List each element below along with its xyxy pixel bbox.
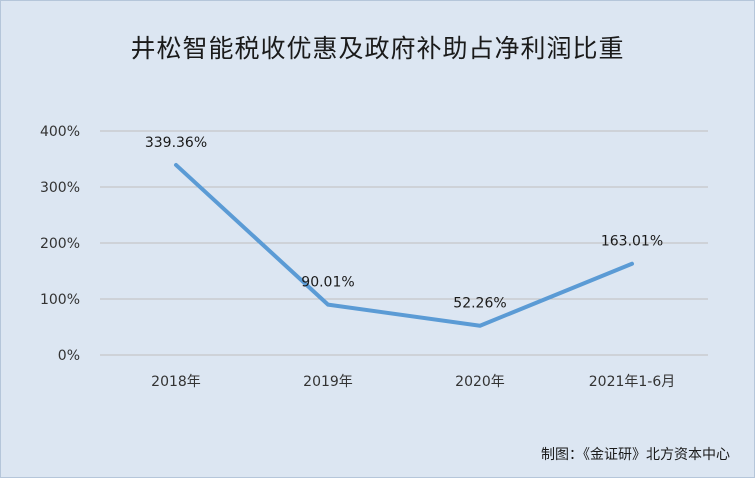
y-tick-label: 200% (40, 236, 80, 252)
data-label: 52.26% (453, 296, 506, 312)
data-label: 163.01% (601, 234, 663, 250)
y-tick-label: 400% (40, 124, 80, 140)
source-note: 制图：《金证研》北方资本中心 (541, 447, 730, 463)
data-label: 339.36% (145, 135, 207, 151)
y-tick-label: 100% (40, 292, 80, 308)
x-tick-label: 2020年 (455, 374, 505, 390)
x-tick-label: 2019年 (303, 374, 353, 390)
x-tick-label: 2021年1-6月 (589, 374, 676, 390)
data-label: 90.01% (301, 275, 354, 291)
x-tick-label: 2018年 (151, 374, 201, 390)
y-tick-label: 0% (58, 348, 80, 364)
chart-title: 井松智能税收优惠及政府补助占净利润比重 (130, 34, 625, 63)
y-tick-label: 300% (40, 180, 80, 196)
series-line (174, 162, 634, 328)
